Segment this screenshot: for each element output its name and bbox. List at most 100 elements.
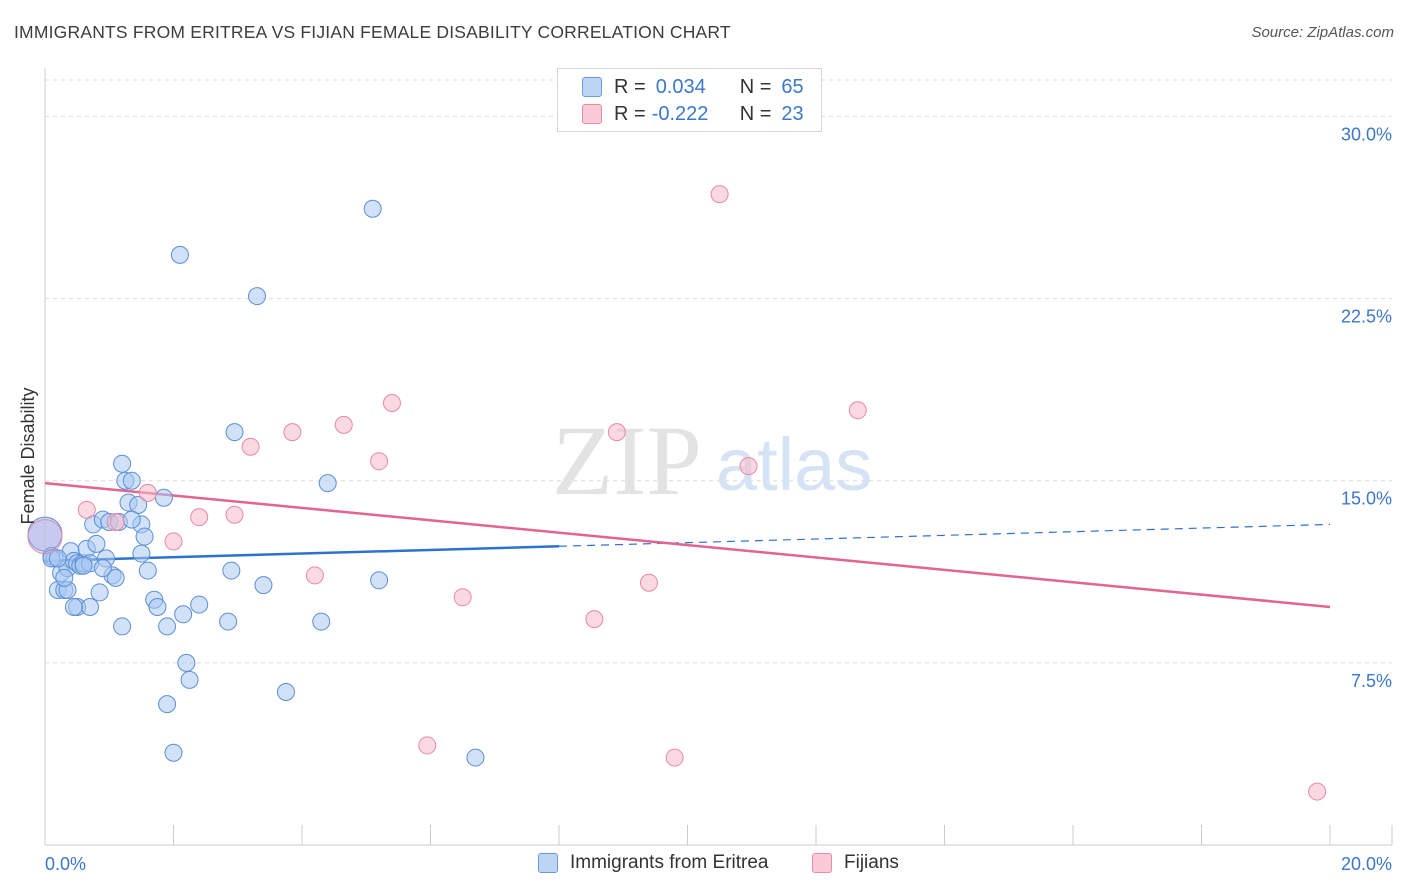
y-tick-label: 7.5%: [1351, 671, 1392, 691]
point-eritrea: [164, 743, 183, 762]
legend-r-value: -0.222: [651, 102, 709, 125]
point-fijians: [190, 508, 209, 527]
point-eritrea: [90, 583, 109, 602]
point-fijians: [1308, 782, 1327, 801]
legend-r-value: 0.034: [655, 75, 706, 98]
point-fijians: [77, 500, 96, 519]
legend-row-fijians: R = -0.222 N = 23: [582, 102, 804, 126]
legend-n-value: 65: [781, 75, 804, 98]
point-fijians: [241, 437, 260, 456]
point-eritrea: [170, 245, 189, 264]
point-eritrea: [74, 556, 93, 575]
point-eritrea: [80, 598, 99, 616]
point-eritrea: [158, 617, 177, 636]
point-fijians: [739, 457, 758, 476]
point-eritrea: [312, 612, 331, 631]
point-fijians: [305, 566, 324, 585]
point-fijians: [585, 610, 604, 629]
point-fijians: [848, 401, 867, 420]
trend-lines: [44, 481, 1331, 609]
legend-r-label: R =: [614, 102, 646, 125]
point-eritrea: [132, 544, 151, 563]
x-tick-label: 0.0%: [45, 854, 86, 874]
legend-n-label: N =: [739, 75, 772, 98]
point-fijians: [418, 736, 437, 755]
x-tick-label: 20.0%: [1341, 854, 1392, 874]
point-fijians: [453, 588, 472, 607]
legend-swatch-pink: [582, 104, 602, 124]
point-eritrea: [254, 576, 273, 595]
point-eritrea: [363, 199, 382, 218]
point-eritrea: [190, 595, 209, 614]
point-eritrea: [122, 471, 141, 490]
point-eritrea: [106, 568, 125, 587]
y-tick-label: 15.0%: [1341, 489, 1392, 509]
point-eritrea: [219, 612, 238, 631]
point-fijians: [382, 394, 401, 412]
trend-line-eritrea: [44, 545, 560, 563]
point-fijians: [665, 748, 684, 767]
point-fijians: [710, 185, 729, 204]
legend-n-label: N =: [739, 102, 772, 125]
watermark-atlas: atlas: [716, 423, 872, 506]
grid-lines: [45, 79, 1392, 664]
data-points: [27, 185, 1327, 801]
point-fijians: [639, 573, 658, 592]
point-eritrea: [122, 510, 141, 529]
point-eritrea: [248, 287, 267, 306]
legend-row-eritrea: R = 0.034 N = 65: [582, 75, 804, 99]
trend-line-eritrea-extension: [558, 523, 1331, 547]
point-eritrea: [138, 561, 157, 580]
point-eritrea: [466, 748, 485, 767]
point-eritrea: [225, 423, 244, 442]
point-eritrea: [64, 598, 83, 616]
legend-swatch-blue: [582, 77, 602, 97]
point-eritrea: [222, 561, 241, 580]
watermark-zip: ZIP: [552, 405, 702, 516]
axes: [44, 68, 1393, 846]
point-eritrea: [48, 549, 67, 568]
bottom-legend-label: Fijians: [844, 852, 899, 873]
source-label: Source: ZipAtlas.com: [1251, 24, 1394, 41]
point-fijians: [225, 505, 244, 524]
bottom-legend-swatch-blue: [538, 853, 558, 873]
bottom-legend-eritrea: Immigrants from Eritrea: [538, 852, 768, 874]
point-eritrea: [87, 534, 106, 553]
point-eritrea: [113, 617, 132, 636]
watermark: ZIP atlas: [552, 405, 872, 516]
point-eritrea: [318, 474, 337, 493]
point-eritrea: [154, 488, 173, 507]
tick-labels: 7.5% 15.0% 22.5% 30.0% 0.0% 20.0%: [45, 124, 1392, 874]
point-eritrea: [148, 598, 167, 616]
point-eritrea: [180, 670, 199, 689]
legend-n-value: 23: [781, 102, 804, 125]
bottom-legend-swatch-pink: [812, 853, 832, 873]
point-fijians: [27, 519, 63, 555]
point-eritrea: [55, 568, 74, 587]
point-fijians: [283, 423, 302, 442]
point-eritrea: [93, 559, 112, 578]
y-tick-label: 22.5%: [1341, 307, 1392, 327]
point-eritrea: [158, 695, 177, 714]
point-eritrea: [174, 605, 193, 624]
legend-r-label: R =: [614, 75, 646, 98]
point-fijians: [334, 415, 353, 434]
point-fijians: [607, 423, 626, 442]
y-axis-label: Female Disability: [18, 387, 38, 524]
y-tick-label: 30.0%: [1341, 124, 1392, 144]
trend-line-fijians: [44, 481, 1331, 609]
point-fijians: [106, 513, 125, 531]
point-fijians: [138, 483, 157, 502]
point-eritrea: [370, 571, 389, 590]
point-fijians: [164, 532, 183, 551]
legend: R = 0.034 N = 65 R = -0.222 N = 23: [557, 68, 822, 132]
bottom-legend-label: Immigrants from Eritrea: [570, 852, 769, 873]
point-eritrea: [113, 454, 132, 473]
chart-title: IMMIGRANTS FROM ERITREA VS FIJIAN FEMALE…: [14, 22, 731, 42]
point-eritrea: [135, 527, 154, 546]
point-eritrea: [177, 653, 196, 672]
point-eritrea: [276, 683, 295, 701]
bottom-legend-fijians: Fijians: [812, 852, 899, 874]
point-fijians: [370, 452, 389, 471]
